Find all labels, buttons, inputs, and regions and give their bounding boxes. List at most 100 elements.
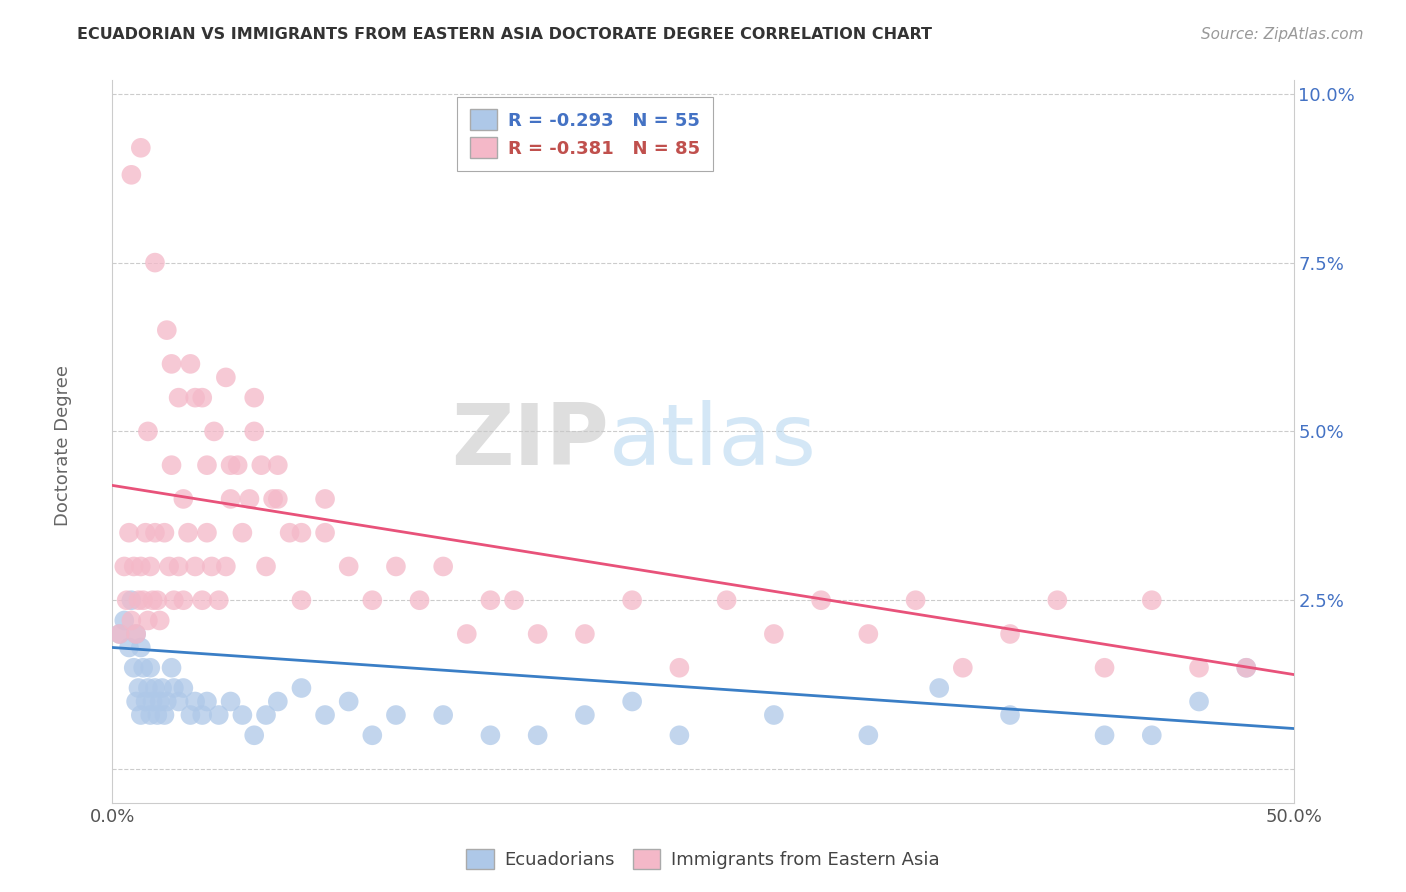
Point — [184, 559, 207, 574]
Point — [163, 681, 186, 695]
Point — [858, 728, 880, 742]
Point — [250, 458, 273, 472]
Point — [1188, 661, 1211, 675]
Point — [135, 525, 157, 540]
Point — [952, 661, 974, 675]
Point — [149, 614, 172, 628]
Point — [215, 370, 238, 384]
Point — [290, 525, 312, 540]
Point — [160, 458, 183, 472]
Point — [716, 593, 738, 607]
Point — [432, 708, 454, 723]
Point — [118, 525, 141, 540]
Point — [668, 661, 690, 675]
Legend: R = -0.293   N = 55, R = -0.381   N = 85: R = -0.293 N = 55, R = -0.381 N = 85 — [457, 96, 713, 170]
Point — [621, 593, 644, 607]
Point — [858, 627, 880, 641]
Point — [1046, 593, 1069, 607]
Point — [526, 627, 548, 641]
Point — [172, 491, 194, 506]
Point — [526, 728, 548, 742]
Point — [136, 425, 159, 439]
Point — [136, 681, 159, 695]
Point — [762, 708, 785, 723]
Point — [361, 593, 384, 607]
Point — [314, 708, 336, 723]
Text: ECUADORIAN VS IMMIGRANTS FROM EASTERN ASIA DOCTORATE DEGREE CORRELATION CHART: ECUADORIAN VS IMMIGRANTS FROM EASTERN AS… — [77, 27, 932, 42]
Point — [810, 593, 832, 607]
Point — [574, 708, 596, 723]
Point — [385, 559, 408, 574]
Point — [122, 559, 145, 574]
Point — [668, 728, 690, 742]
Point — [1234, 661, 1257, 675]
Point — [143, 525, 166, 540]
Point — [129, 559, 152, 574]
Point — [167, 559, 190, 574]
Point — [1094, 728, 1116, 742]
Point — [267, 491, 290, 506]
Point — [132, 661, 155, 675]
Point — [1188, 694, 1211, 708]
Point — [928, 681, 950, 695]
Point — [142, 694, 165, 708]
Point — [118, 640, 141, 655]
Point — [112, 559, 135, 574]
Point — [195, 458, 218, 472]
Point — [167, 694, 190, 708]
Point — [254, 708, 277, 723]
Point — [456, 627, 478, 641]
Text: Doctorate Degree: Doctorate Degree — [55, 366, 72, 526]
Point — [243, 425, 266, 439]
Point — [108, 627, 131, 641]
Point — [1140, 593, 1163, 607]
Point — [129, 708, 152, 723]
Point — [112, 614, 135, 628]
Point — [136, 614, 159, 628]
Point — [219, 491, 242, 506]
Point — [479, 593, 502, 607]
Point — [998, 627, 1021, 641]
Point — [503, 593, 526, 607]
Point — [479, 728, 502, 742]
Point — [184, 694, 207, 708]
Point — [179, 357, 201, 371]
Point — [202, 425, 225, 439]
Point — [139, 559, 162, 574]
Point — [762, 627, 785, 641]
Point — [146, 593, 169, 607]
Point — [267, 458, 290, 472]
Point — [195, 694, 218, 708]
Text: atlas: atlas — [609, 400, 817, 483]
Text: ZIP: ZIP — [451, 400, 609, 483]
Point — [574, 627, 596, 641]
Point — [156, 323, 179, 337]
Point — [160, 661, 183, 675]
Point — [195, 525, 218, 540]
Point — [621, 694, 644, 708]
Point — [127, 681, 149, 695]
Point — [1140, 728, 1163, 742]
Point — [361, 728, 384, 742]
Point — [129, 640, 152, 655]
Point — [278, 525, 301, 540]
Point — [146, 708, 169, 723]
Point — [167, 391, 190, 405]
Point — [125, 627, 148, 641]
Point — [122, 661, 145, 675]
Point — [219, 458, 242, 472]
Point — [385, 708, 408, 723]
Point — [184, 391, 207, 405]
Point — [208, 708, 231, 723]
Point — [191, 391, 214, 405]
Point — [125, 627, 148, 641]
Point — [314, 525, 336, 540]
Point — [904, 593, 927, 607]
Point — [243, 391, 266, 405]
Point — [149, 694, 172, 708]
Point — [177, 525, 200, 540]
Point — [191, 593, 214, 607]
Point — [142, 593, 165, 607]
Point — [153, 525, 176, 540]
Point — [150, 681, 173, 695]
